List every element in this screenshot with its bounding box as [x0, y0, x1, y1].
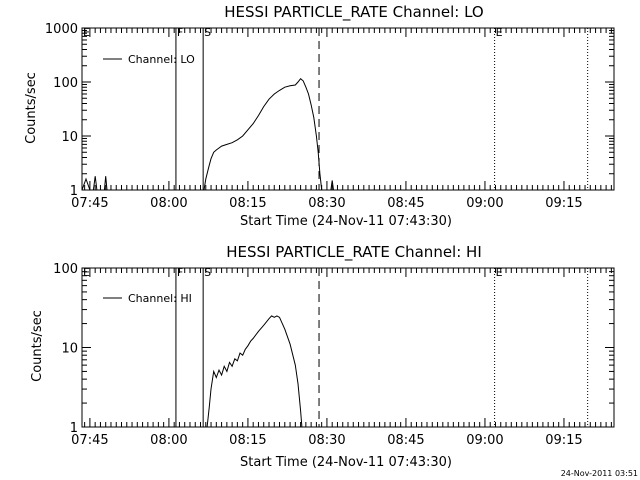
x-tick-label: 08:15: [229, 433, 266, 448]
series-line: [81, 177, 91, 191]
x-tick-label: 08:30: [308, 196, 345, 211]
series-line: [103, 176, 108, 191]
y-tick-label: 100: [53, 76, 78, 91]
x-tick-label: 08:45: [387, 196, 424, 211]
y-axis-label: Counts/sec: [30, 310, 45, 382]
x-tick-label: 09:00: [466, 433, 503, 448]
legend-label: Channel: HI: [128, 292, 192, 305]
x-tick-label: 07:45: [71, 433, 108, 448]
y-tick-label: 1: [70, 421, 78, 436]
series-line: [92, 176, 98, 191]
series-line: [203, 77, 323, 191]
x-axis-label: Start Time (24-Nov-11 07:43:30): [240, 455, 452, 470]
x-tick-label: 08:15: [229, 196, 266, 211]
marker-label: E: [496, 266, 503, 279]
marker-label: E: [496, 26, 503, 39]
x-tick-label: 08:00: [150, 196, 187, 211]
chart-title: HESSI PARTICLE_RATE Channel: LO: [224, 3, 483, 22]
y-tick-label: 10: [61, 342, 78, 357]
x-tick-label: 08:45: [387, 433, 424, 448]
chart-panel-hi: HESSI PARTICLE_RATE Channel: HI Counts/s…: [30, 243, 615, 470]
marker-label: S: [204, 26, 211, 39]
chart-panel-lo: HESSI PARTICLE_RATE Channel: LO Counts/s…: [24, 3, 615, 229]
x-tick-label: 09:00: [466, 196, 503, 211]
x-axis-label: Start Time (24-Nov-11 07:43:30): [240, 214, 452, 229]
marker-label: E: [83, 266, 90, 279]
y-tick-label: 100: [53, 262, 78, 277]
footer-timestamp: 24-Nov-2011 03:51: [561, 469, 638, 478]
marker-label: E: [83, 26, 90, 39]
marker-label: F: [177, 26, 183, 39]
y-tick-label: 1: [70, 184, 78, 199]
x-tick-label: 08:30: [308, 433, 345, 448]
y-tick-label: 10: [61, 130, 78, 145]
x-tick-label: 07:45: [71, 196, 108, 211]
legend-label: Channel: LO: [128, 53, 195, 66]
marker-label: S: [204, 266, 211, 279]
y-tick-label: 1000: [45, 22, 78, 37]
chart-title: HESSI PARTICLE_RATE Channel: HI: [226, 243, 482, 262]
x-tick-label: 09:15: [545, 433, 582, 448]
series-line: [330, 180, 334, 191]
series-line: [206, 315, 303, 428]
x-tick-label: 08:00: [150, 433, 187, 448]
x-tick-label: 09:15: [545, 196, 582, 211]
marker-label: F: [177, 266, 183, 279]
y-axis-label: Counts/sec: [24, 72, 39, 144]
